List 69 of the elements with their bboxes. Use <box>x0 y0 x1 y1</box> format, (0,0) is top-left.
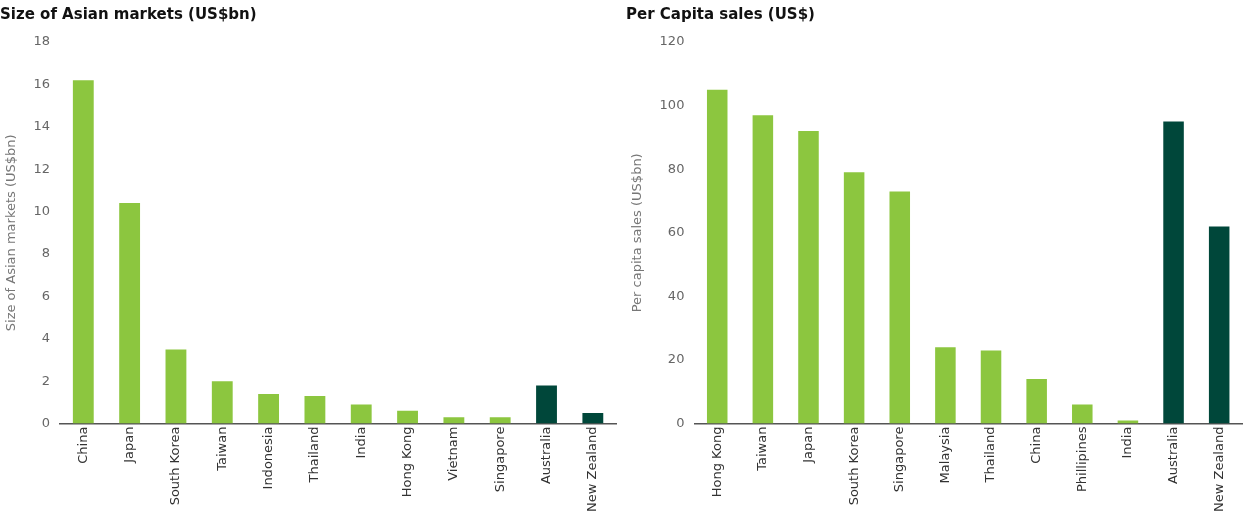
x-tick-label: New Zealand <box>1210 426 1226 513</box>
y-tick-label: 60 <box>667 224 685 240</box>
x-tick-label: Thailand <box>982 426 998 484</box>
y-tick-label: 2 <box>41 372 51 388</box>
y-tick-label: 8 <box>41 245 51 261</box>
x-tick-label: Vietnam <box>445 426 461 481</box>
y-tick-label: 100 <box>659 96 685 112</box>
x-tick-label: Singapore <box>491 426 507 493</box>
y-tick-label: 12 <box>33 160 51 176</box>
bar <box>258 393 280 424</box>
y-tick-label: 0 <box>41 414 51 430</box>
y-tick-label: 120 <box>659 33 685 49</box>
bar <box>752 115 774 424</box>
bar <box>1072 404 1093 424</box>
y-tick-label: 18 <box>33 33 51 49</box>
bar <box>489 417 511 424</box>
bar <box>843 172 865 424</box>
bar <box>1026 379 1047 424</box>
x-tick-label: Taiwan <box>213 426 229 472</box>
y-tick-label: 40 <box>667 287 685 303</box>
y-axis-title: Size of Asian markets (US$bn) <box>3 134 19 332</box>
bar <box>397 410 418 424</box>
bar <box>304 396 326 424</box>
x-tick-label: India <box>1119 426 1135 459</box>
x-tick-label: India <box>352 426 368 459</box>
x-tick-label: Japan <box>121 426 136 464</box>
y-tick-label: 0 <box>676 414 685 430</box>
y-tick-label: 6 <box>41 287 51 303</box>
x-tick-label: Australia <box>1164 426 1180 485</box>
bar <box>536 385 557 424</box>
x-tick-label: Thailand <box>306 426 322 484</box>
bar <box>889 191 911 424</box>
x-tick-label: Hong Kong <box>398 426 414 498</box>
bar <box>935 347 956 424</box>
y-tick-label: 80 <box>667 160 685 176</box>
y-tick-label: 16 <box>33 75 51 91</box>
bar <box>1208 226 1230 424</box>
y-tick-label: 4 <box>41 330 51 346</box>
bar <box>211 381 233 424</box>
y-axis-title: Per capita sales (US$bn) <box>629 153 645 313</box>
chart-title: Size of Asian markets (US$bn) <box>0 4 257 23</box>
x-tick-label: China <box>1028 426 1044 464</box>
bar <box>1163 121 1184 424</box>
bar <box>350 404 372 424</box>
bar <box>798 131 819 424</box>
x-tick-label: Malaysia <box>936 426 952 484</box>
y-tick-label: 10 <box>33 202 51 218</box>
bar <box>582 412 604 424</box>
x-tick-label: Japan <box>799 426 815 464</box>
x-tick-label: South Korea <box>167 426 183 506</box>
x-tick-label: New Zealand <box>584 426 600 513</box>
x-tick-label: China <box>74 426 90 464</box>
x-tick-label: Hong Kong <box>708 426 724 498</box>
x-tick-label: Taiwan <box>754 426 770 472</box>
bar <box>119 203 141 424</box>
bar <box>980 350 1002 424</box>
bar <box>443 417 465 424</box>
chart-title: Per Capita sales (US$) <box>626 4 815 23</box>
x-tick-label: South Korea <box>845 426 861 506</box>
y-tick-label: 20 <box>667 351 685 367</box>
x-tick-label: Australia <box>537 426 553 485</box>
bar <box>72 80 94 424</box>
bar <box>1117 420 1139 424</box>
bar <box>706 89 728 424</box>
x-tick-label: Singapore <box>891 426 907 493</box>
x-tick-label: Indonesia <box>259 426 275 490</box>
y-tick-label: 14 <box>33 118 51 134</box>
bar <box>165 349 187 424</box>
x-tick-label: Phillipines <box>1073 426 1089 492</box>
